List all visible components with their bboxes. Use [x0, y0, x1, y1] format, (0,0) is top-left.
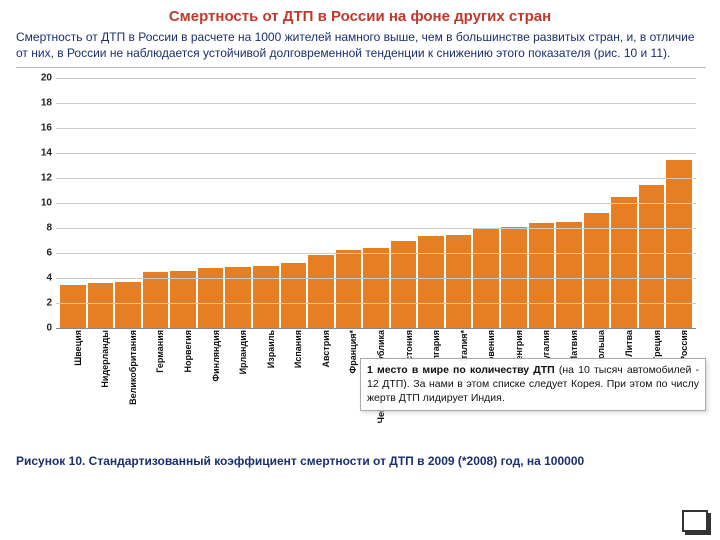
chart-container: ШвецияНидерландыВеликобританияГерманияНо…	[16, 67, 706, 447]
grid-line	[56, 303, 696, 304]
x-tick-label: Норвегия	[170, 330, 196, 440]
x-tick-label: Германия	[143, 330, 169, 440]
y-tick-label: 20	[26, 73, 52, 84]
bar	[281, 263, 307, 328]
grid-line	[56, 153, 696, 154]
y-tick-label: 0	[26, 323, 52, 334]
grid-line	[56, 228, 696, 229]
grid-line	[56, 103, 696, 104]
annotation-lead: 1 место в мире по количеству ДТП	[367, 364, 555, 376]
x-tick-label: Финляндия	[198, 330, 224, 440]
bar	[170, 271, 196, 329]
bar	[198, 268, 224, 328]
x-tick-label: Австрия	[308, 330, 334, 440]
bar	[60, 285, 86, 329]
bar	[529, 223, 555, 328]
figure-caption: Рисунок 10. Стандартизованный коэффициен…	[0, 447, 720, 474]
y-tick-label: 8	[26, 223, 52, 234]
x-tick-label: Ирландия	[225, 330, 251, 440]
corner-decoration	[682, 510, 708, 532]
bar	[363, 248, 389, 328]
x-tick-label: Великобритания	[115, 330, 141, 440]
grid-line	[56, 278, 696, 279]
y-tick-label: 2	[26, 298, 52, 309]
x-tick-label: Франция*	[336, 330, 362, 440]
y-tick-label: 4	[26, 273, 52, 284]
bar	[143, 272, 169, 328]
grid-line	[56, 178, 696, 179]
bar	[639, 185, 665, 329]
bar	[446, 235, 472, 329]
x-tick-label: Испания	[281, 330, 307, 440]
x-tick-label: Швеция	[60, 330, 86, 440]
grid-line	[56, 128, 696, 129]
bar	[253, 266, 279, 329]
bar	[611, 197, 637, 328]
page-title: Смертность от ДТП в России на фоне други…	[0, 0, 720, 29]
y-tick-label: 16	[26, 123, 52, 134]
grid-line	[56, 203, 696, 204]
annotation-box: 1 место в мире по количеству ДТП (на 10 …	[360, 358, 706, 411]
x-tick-label: Израиль	[253, 330, 279, 440]
page: Смертность от ДТП в России на фоне други…	[0, 0, 720, 540]
bar	[308, 255, 334, 329]
bar	[418, 236, 444, 329]
bar	[225, 267, 251, 328]
bar	[336, 250, 362, 329]
bar	[556, 222, 582, 328]
plot-area	[56, 78, 696, 329]
grid-line	[56, 78, 696, 79]
grid-line	[56, 253, 696, 254]
y-tick-label: 18	[26, 98, 52, 109]
bar	[584, 213, 610, 328]
y-tick-label: 12	[26, 173, 52, 184]
intro-paragraph: Смертность от ДТП в России в расчете на …	[0, 29, 720, 67]
bar	[115, 282, 141, 328]
y-tick-label: 6	[26, 248, 52, 259]
y-tick-label: 14	[26, 148, 52, 159]
y-tick-label: 10	[26, 198, 52, 209]
bar	[88, 283, 114, 328]
x-tick-label: Нидерланды	[88, 330, 114, 440]
